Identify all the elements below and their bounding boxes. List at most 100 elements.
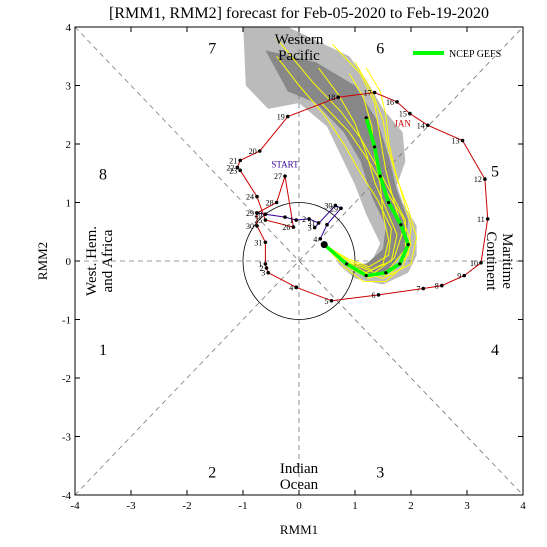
x-tick-label-7: 3 bbox=[464, 500, 470, 512]
ensemble-member-8 bbox=[323, 73, 390, 274]
mean-point-6 bbox=[399, 223, 403, 227]
spread-outer bbox=[243, 27, 417, 285]
observed-label-5: 9 bbox=[457, 272, 461, 281]
x-tick-label-0: -4 bbox=[70, 500, 80, 512]
analysis-label-6: 3 bbox=[308, 224, 312, 233]
observed-point-3 bbox=[421, 286, 426, 291]
observed-point-8 bbox=[483, 177, 487, 181]
observed-label-3: 7 bbox=[416, 284, 420, 293]
observed-label-24: 28 bbox=[266, 199, 274, 208]
observed-label-25: 29 bbox=[246, 209, 254, 218]
y-tick-label-3: -1 bbox=[62, 315, 71, 327]
month-label: JAN bbox=[394, 118, 411, 128]
phase-guides bbox=[74, 26, 524, 496]
observed-point-31 bbox=[294, 285, 299, 290]
observed-point-14 bbox=[336, 95, 341, 99]
observed-label-12: 16 bbox=[386, 98, 394, 107]
observed-label-8: 12 bbox=[474, 175, 482, 184]
observed-point-20 bbox=[255, 194, 259, 199]
phase-number-7: 7 bbox=[208, 40, 216, 57]
observed-label-20: 24 bbox=[246, 193, 254, 202]
analysis-point-9 bbox=[325, 222, 329, 227]
phase-number-6: 6 bbox=[376, 40, 384, 57]
region-label-left-2: and Africa bbox=[100, 229, 116, 292]
observed-point-19 bbox=[238, 168, 242, 173]
analysis-label-0: 28 bbox=[254, 210, 262, 219]
observed-point-2 bbox=[376, 293, 381, 297]
x-tick-label-5: 1 bbox=[352, 500, 358, 512]
analysis-point-3 bbox=[294, 218, 299, 222]
observed-label-7: 11 bbox=[477, 215, 485, 224]
observed-label-10: 14 bbox=[417, 121, 425, 130]
observed-label-13: 17 bbox=[364, 89, 372, 98]
observed-label-1: 5 bbox=[324, 297, 328, 306]
observed-line bbox=[236, 91, 489, 302]
observed-point-11 bbox=[408, 111, 412, 116]
x-tick-label-6: 2 bbox=[408, 500, 414, 512]
region-label-right-2: Continent bbox=[483, 231, 499, 291]
analysis-label-8: 29 bbox=[330, 204, 338, 213]
analysis-point-7 bbox=[333, 203, 338, 208]
observed-label-17: 21 bbox=[229, 156, 237, 165]
observed-label-21: 25 bbox=[254, 216, 262, 225]
region-label-bottom-2: Ocean bbox=[280, 477, 319, 493]
observed-point-6 bbox=[479, 260, 483, 265]
analysis-point-0 bbox=[263, 212, 268, 216]
observed-point-23 bbox=[283, 174, 287, 178]
analysis-point-8 bbox=[339, 206, 343, 211]
observed-point-28 bbox=[263, 262, 268, 266]
observed-point-24 bbox=[274, 200, 279, 205]
spread-inner bbox=[265, 50, 409, 276]
observed-label-15: 19 bbox=[277, 113, 285, 122]
observed-point-29 bbox=[264, 266, 269, 270]
mean-point-1 bbox=[345, 262, 349, 266]
x-tick-label-4: 0 bbox=[296, 500, 302, 512]
mean-point-10 bbox=[364, 116, 368, 120]
analysis-point-5 bbox=[316, 221, 321, 225]
observed-point-15 bbox=[286, 114, 290, 119]
x-tick-label-1: -3 bbox=[126, 500, 136, 512]
ensemble-mean bbox=[320, 116, 411, 278]
observed-label-0: 4 bbox=[289, 283, 293, 292]
ensemble-member-2 bbox=[318, 67, 398, 271]
phase-number-1: 1 bbox=[99, 342, 107, 359]
region-label-top-2: Pacific bbox=[278, 48, 320, 64]
mean-point-9 bbox=[373, 145, 377, 149]
y-tick-label-8: 4 bbox=[66, 22, 72, 34]
y-tick-label-6: 2 bbox=[66, 139, 72, 151]
y-tick-label-1: -3 bbox=[62, 432, 72, 444]
analysis-label-10: 4 bbox=[313, 235, 317, 244]
region-label-right-1: Maritime bbox=[499, 233, 515, 289]
y-tick-label-5: 1 bbox=[66, 198, 72, 210]
y-tick-label-0: -4 bbox=[62, 490, 72, 502]
observed-trajectory bbox=[235, 90, 490, 303]
observed-point-22 bbox=[291, 225, 296, 229]
observed-point-10 bbox=[426, 123, 430, 128]
observed-label-23: 27 bbox=[274, 172, 282, 181]
y-tick-label-4: 0 bbox=[66, 256, 72, 268]
x-axis-label: RMM1 bbox=[280, 522, 318, 537]
observed-label-26: 30 bbox=[246, 222, 254, 231]
analysis-label-4: 2 bbox=[302, 215, 306, 224]
region-label-top-1: Western bbox=[275, 32, 324, 48]
observed-point-1 bbox=[329, 298, 334, 303]
analysis-label-7: 30 bbox=[324, 201, 332, 210]
x-tick-label-3: -1 bbox=[238, 500, 247, 512]
chart-title: [RMM1, RMM2] forecast for Feb-05-2020 to… bbox=[109, 5, 489, 22]
observed-point-30 bbox=[266, 270, 271, 275]
mean-point-5 bbox=[406, 243, 410, 247]
ensemble-member-3 bbox=[321, 102, 412, 282]
observed-point-18 bbox=[235, 165, 240, 170]
y-axis-label: RMM2 bbox=[35, 242, 50, 280]
analysis-label-5: 31 bbox=[308, 219, 316, 228]
observed-point-7 bbox=[485, 217, 490, 221]
analysis-label-3: 1 bbox=[289, 216, 293, 225]
observed-point-13 bbox=[372, 90, 377, 95]
observed-label-28: 1 bbox=[258, 260, 262, 269]
observed-label-2: 6 bbox=[372, 291, 376, 300]
y-tick-label-7: 3 bbox=[66, 81, 72, 93]
x-tick-label-8: 4 bbox=[520, 500, 526, 512]
observed-label-29: 2 bbox=[260, 264, 264, 273]
